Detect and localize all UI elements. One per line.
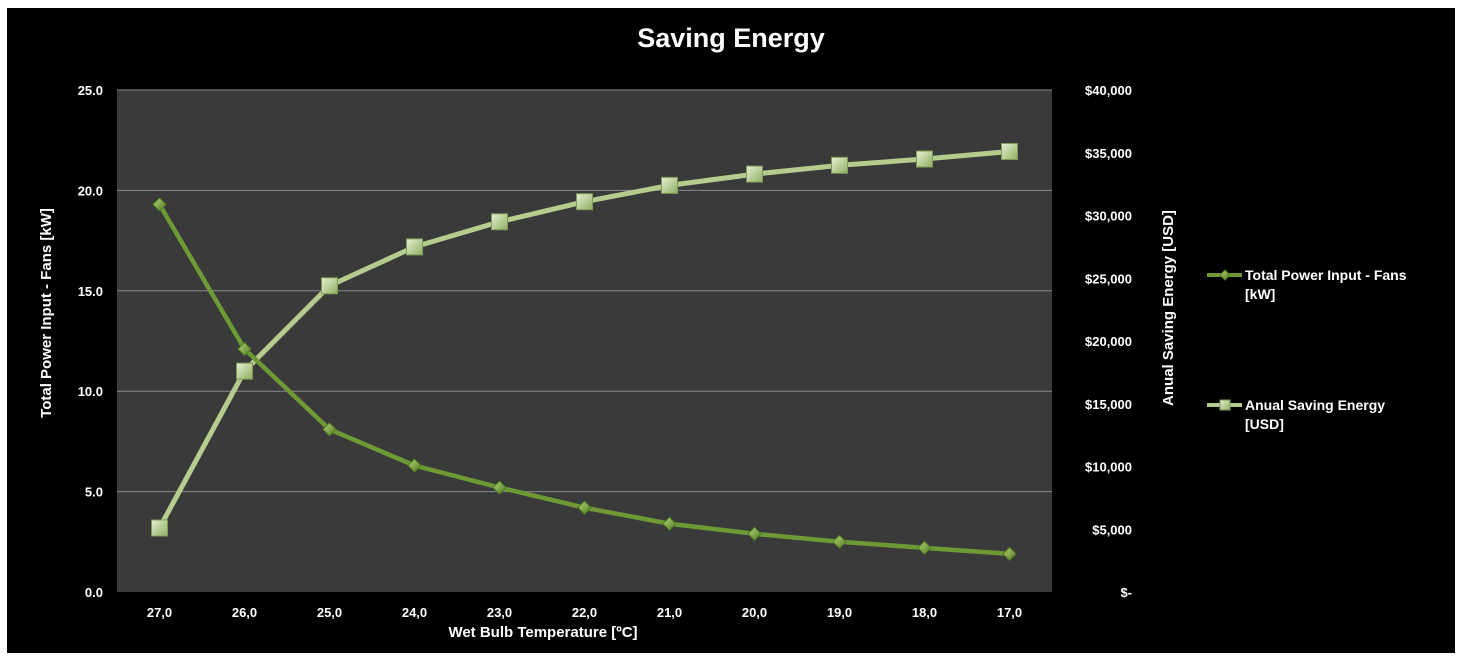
- x-tick-label: 20,0: [742, 605, 767, 620]
- data-point: [1002, 546, 1017, 562]
- data-point: [577, 500, 592, 515]
- left-axis-label: Total Power Input - Fans [kW]: [38, 208, 55, 418]
- data-point: [832, 534, 847, 550]
- right-axis-ticks: $- $5,000 $10,000 $15,000 $20,000 $25,000 $30,…: [1085, 83, 1132, 600]
- plot-area: [117, 90, 1052, 592]
- data-point: [321, 277, 338, 295]
- grid-lines: [117, 89, 1052, 493]
- right-tick-label: $10,000: [1085, 460, 1132, 475]
- right-tick-label: $30,000: [1085, 209, 1132, 224]
- legend-entry-saving: Anual Saving Energy [USD]: [1207, 397, 1385, 432]
- data-point: [746, 165, 763, 183]
- data-point: [406, 238, 423, 256]
- legend-label-saving-line2: [USD]: [1245, 416, 1284, 432]
- data-point: [407, 458, 422, 473]
- series-layer: [151, 142, 1018, 562]
- right-tick-label: $20,000: [1085, 334, 1132, 349]
- left-tick-label: 20.0: [78, 183, 103, 198]
- x-tick-label: 22,0: [572, 605, 597, 620]
- series-power: [152, 197, 1017, 562]
- data-point: [492, 480, 507, 495]
- data-point: [237, 341, 252, 357]
- x-axis-ticks: 27,0 26,0 25,0 24,0 23,0 22,0 21,0 20,0 19,0 18,0…: [147, 605, 1022, 620]
- data-point: [236, 362, 253, 380]
- left-tick-label: 15.0: [78, 284, 103, 299]
- data-point: [831, 156, 848, 174]
- chart-svg: Saving Energy 0.05.010.015.020.025.0 $-$…: [38, 23, 1407, 641]
- data-point: [662, 516, 677, 531]
- data-point: [916, 150, 933, 168]
- legend-marker-power: [1219, 269, 1231, 281]
- x-tick-label: 24,0: [402, 605, 427, 620]
- chart-frame: Saving Energy 0.0 5.0 10.0 15.0 20.0 25.0 $- $…: [7, 8, 1455, 653]
- right-tick-label: $40,000: [1085, 83, 1132, 98]
- left-tick-label: 5.0: [85, 485, 103, 500]
- left-tick-label: 0.0: [85, 585, 103, 600]
- legend-label-power-line2: [kW]: [1245, 286, 1275, 302]
- data-point: [747, 526, 762, 541]
- data-point: [151, 519, 168, 537]
- x-axis-label: Wet Bulb Temperature [ºC]: [448, 624, 637, 641]
- data-point: [661, 176, 678, 194]
- x-tick-label: 19,0: [827, 605, 852, 620]
- right-tick-label: $5,000: [1092, 522, 1132, 537]
- legend-label-power-line1: Total Power Input - Fans: [1245, 267, 1407, 283]
- chart-title: Saving Energy: [637, 23, 825, 53]
- x-tick-label: 23,0: [487, 605, 512, 620]
- x-tick-label: 21,0: [657, 605, 682, 620]
- right-axis-label: Anual Saving Energy [USD]: [1160, 210, 1177, 406]
- legend-marker-saving: [1219, 399, 1231, 411]
- data-point: [152, 197, 167, 212]
- left-axis-ticks: 0.0 5.0 10.0 15.0 20.0 25.0: [78, 83, 103, 600]
- legend-entry-power: Total Power Input - Fans [kW]: [1207, 267, 1407, 302]
- x-tick-label: 17,0: [997, 605, 1022, 620]
- data-point: [917, 540, 932, 556]
- x-tick-label: 25,0: [317, 605, 342, 620]
- data-point: [576, 193, 593, 211]
- legend-label-saving-line1: Anual Saving Energy: [1245, 397, 1385, 413]
- right-tick-label: $25,000: [1085, 271, 1132, 286]
- data-point: [1001, 142, 1018, 160]
- series-saving: [151, 142, 1018, 537]
- x-tick-label: 18,0: [912, 605, 937, 620]
- x-tick-label: 27,0: [147, 605, 172, 620]
- right-tick-label: $-: [1120, 585, 1132, 600]
- right-tick-label: $35,000: [1085, 146, 1132, 161]
- right-tick-label: $15,000: [1085, 397, 1132, 412]
- x-tick-label: 26,0: [232, 605, 257, 620]
- legend: Total Power Input - Fans [kW] Anual Savi…: [1207, 267, 1407, 432]
- data-point: [491, 213, 508, 231]
- left-tick-label: 10.0: [78, 384, 103, 399]
- left-tick-label: 25.0: [78, 83, 103, 98]
- data-point: [322, 422, 337, 437]
